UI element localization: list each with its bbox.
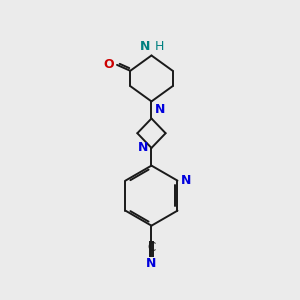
Text: N: N	[154, 103, 165, 116]
Text: O: O	[103, 58, 114, 71]
Text: N: N	[138, 141, 148, 154]
Text: N: N	[140, 40, 150, 53]
Text: H: H	[155, 40, 164, 53]
Text: N: N	[146, 256, 157, 270]
Text: N: N	[181, 174, 191, 187]
Text: C: C	[147, 241, 156, 254]
